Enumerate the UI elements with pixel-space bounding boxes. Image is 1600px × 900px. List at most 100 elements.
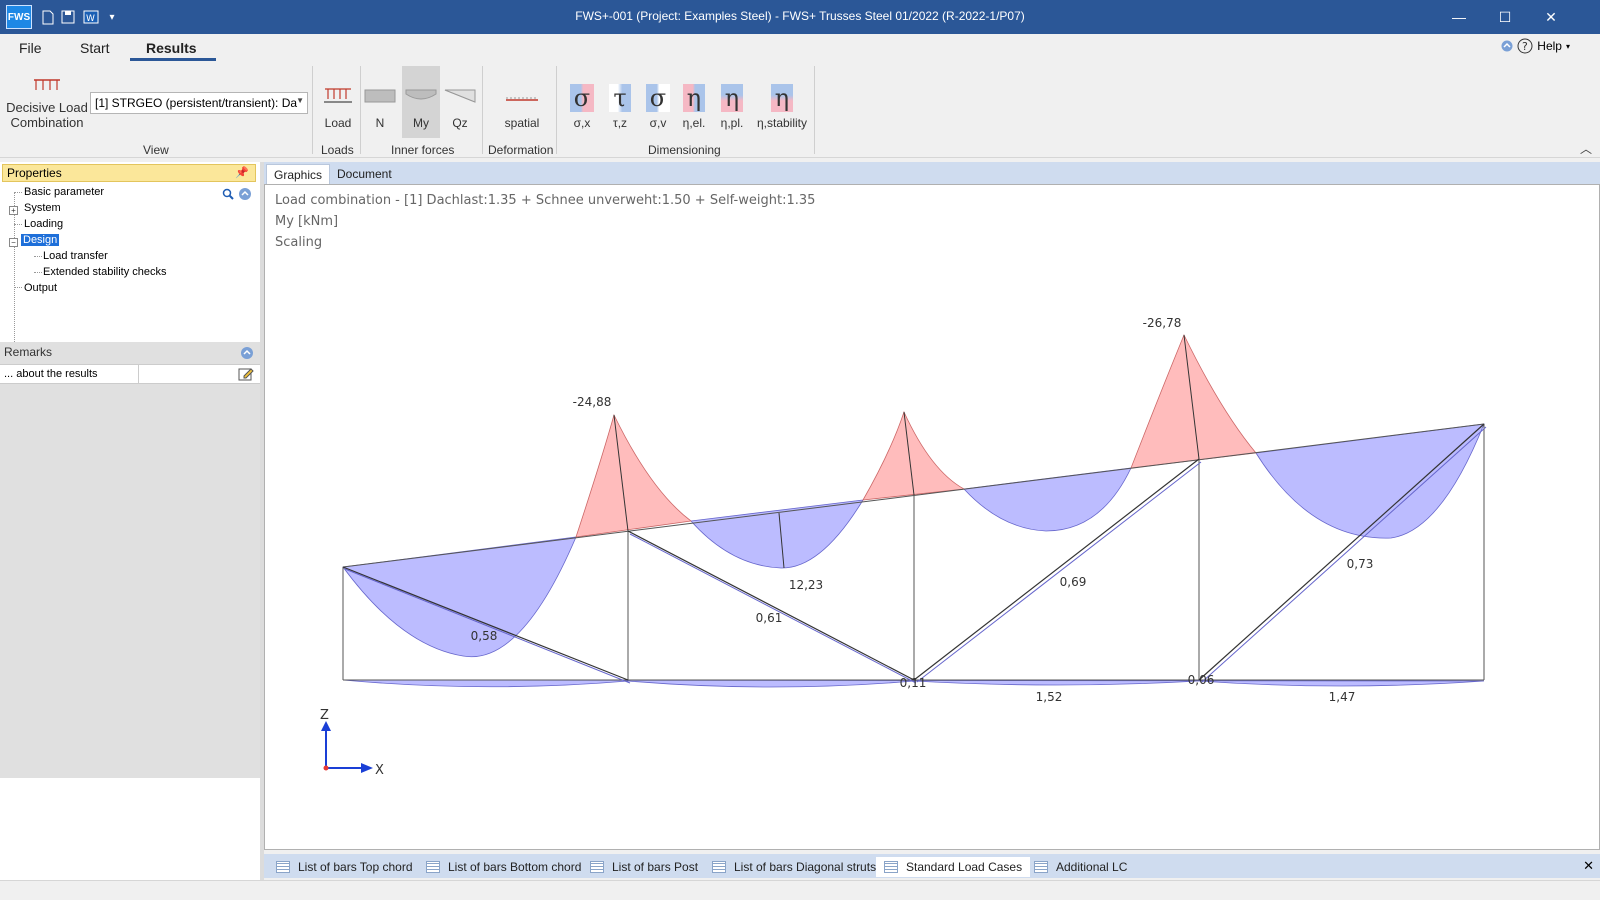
pane-splitter[interactable] [260,162,264,880]
load-button[interactable]: Load [318,66,358,138]
table-icon [712,861,726,873]
diagonal-moment [629,533,917,684]
label-diag-2: 0,61 [756,611,783,625]
sigma-v-label: σ,v [649,116,667,130]
edit-note-icon[interactable] [238,367,254,381]
tab-document[interactable]: Document [337,167,392,181]
window-title: FWS+-001 (Project: Examples Steel) - FWS… [575,9,1025,23]
minimize-button[interactable]: — [1452,9,1466,25]
axis-x-label: X [375,763,384,778]
group-deformation-label: Deformation [488,143,554,157]
diagonal-moment [1201,426,1487,683]
remark-row-label: ... about the results [4,368,98,380]
menu-file[interactable]: File [19,40,42,56]
load-combination-value: [1] STRGEO (persistent/transient): Da [95,96,298,110]
pin-icon[interactable]: 📌 [235,167,249,179]
decisive-load-label-1: Decisive Load [6,100,88,115]
svg-text:?: ? [1522,40,1528,53]
collapse-up-icon[interactable] [1501,40,1513,52]
app-logo[interactable]: FWS [6,5,32,29]
title-bar: FWS W ▾ FWS+-001 (Project: Examples Stee… [0,0,1600,34]
tree-item-extended-stability-checks[interactable]: Extended stability checks [43,266,167,278]
tree-guide [34,256,42,257]
tree-guide [34,272,42,273]
tree-guide [14,224,22,225]
tab-list-diagonal-struts[interactable]: List of bars Diagonal struts [704,857,884,877]
help-label: Help [1537,39,1562,53]
tree-item-output[interactable]: Output [24,282,58,294]
graphics-canvas[interactable]: Load combination - [1] Dachlast:1.35 + S… [264,184,1600,850]
tree-item-loading[interactable]: Loading [24,218,64,230]
save-icon[interactable] [60,5,76,29]
close-button[interactable]: ✕ [1545,8,1557,25]
svg-text:W: W [86,14,95,24]
my-button[interactable]: My [402,66,440,138]
eta-pl-label: η,pl. [720,116,744,130]
sigma-x-label: σ,x [573,116,591,130]
tree-item-load-transfer[interactable]: Load transfer [43,250,108,262]
collapse-icon[interactable]: − [9,238,18,247]
menu-start[interactable]: Start [80,40,110,56]
deformation-icon [506,97,538,101]
tree-item-design[interactable]: Design [21,234,60,246]
tau-z-button[interactable]: τ τ,z [604,66,636,138]
sigma-x-icon: σ [569,84,595,112]
tab-standard-load-cases[interactable]: Standard Load Cases [876,857,1031,877]
status-bar [0,880,1600,900]
label-diag-1: 0,58 [471,629,498,643]
moment-area-negative [575,413,693,538]
expand-icon[interactable]: + [9,206,18,215]
sigma-x-button[interactable]: σ σ,x [566,66,598,138]
help-menu[interactable]: ? Help ▾ [1501,38,1570,54]
collapse-remarks-icon[interactable] [240,346,254,360]
tree-guide [14,287,22,288]
remarks-pane: Remarks ... about the results [0,342,260,778]
close-list-icon[interactable]: ✕ [1583,858,1594,873]
ribbon-separator [482,66,483,154]
eta-stability-label: η,stability [756,116,808,130]
peak-leader [613,414,629,532]
diagonal [913,458,1200,681]
word-export-icon[interactable]: W [82,5,100,29]
search-icon[interactable] [222,188,234,200]
my-button-label: My [413,116,429,130]
diagonal-moment [916,461,1202,683]
n-button[interactable]: N [362,66,398,138]
spatial-button[interactable]: spatial [494,66,550,138]
maximize-button[interactable]: ☐ [1498,8,1512,25]
shear-force-icon [444,89,476,103]
moment-diagram: -24,88 -26,78 12,23 0,58 0,61 0,69 0,73 … [320,316,1487,778]
decisive-load-combination-button[interactable]: Decisive Load Combination [4,66,90,138]
load-combination-select[interactable]: [1] STRGEO (persistent/transient): Da ▼ [90,92,308,114]
qz-button[interactable]: Qz [442,66,478,138]
collapse-all-icon[interactable] [238,187,252,201]
label-diag-4: 0,73 [1347,557,1374,571]
label-bottom-4: 1,47 [1329,690,1356,704]
moment-area-positive [342,536,577,658]
tab-list-post[interactable]: List of bars Post [582,857,706,877]
tree-item-system[interactable]: System [24,202,61,214]
sigma-v-button[interactable]: σ σ,v [642,66,674,138]
eta-pl-button[interactable]: η η,pl. [714,66,750,138]
tab-list-bottom-chord[interactable]: List of bars Bottom chord [418,857,589,877]
tree-item-basic-parameter[interactable]: Basic parameter [24,186,105,198]
new-file-icon[interactable] [40,5,56,29]
diagonal [627,530,915,681]
eta-el-label: η,el. [682,116,706,130]
quick-access-dropdown-icon[interactable]: ▾ [109,11,115,23]
tab-graphics[interactable]: Graphics [266,164,331,184]
menu-results[interactable]: Results [146,40,197,56]
eta-el-button[interactable]: η η,el. [676,66,712,138]
eta-stability-button[interactable]: η η,stability [752,66,812,138]
tab-additional-lc[interactable]: Additional LC [1026,857,1135,877]
tab-list-top-chord[interactable]: List of bars Top chord [268,857,421,877]
moment-area-positive [1255,423,1485,539]
collapse-ribbon-icon[interactable]: ︿ [1579,142,1592,156]
load-combination-caption: Load combination - [1] Dachlast:1.35 + S… [275,193,816,208]
remark-row[interactable]: ... about the results [0,364,260,384]
eta-el-icon: η [682,84,706,112]
peak-leader [778,512,785,569]
table-icon [884,861,898,873]
ribbon-separator [814,66,815,154]
diagonal [1198,423,1485,681]
